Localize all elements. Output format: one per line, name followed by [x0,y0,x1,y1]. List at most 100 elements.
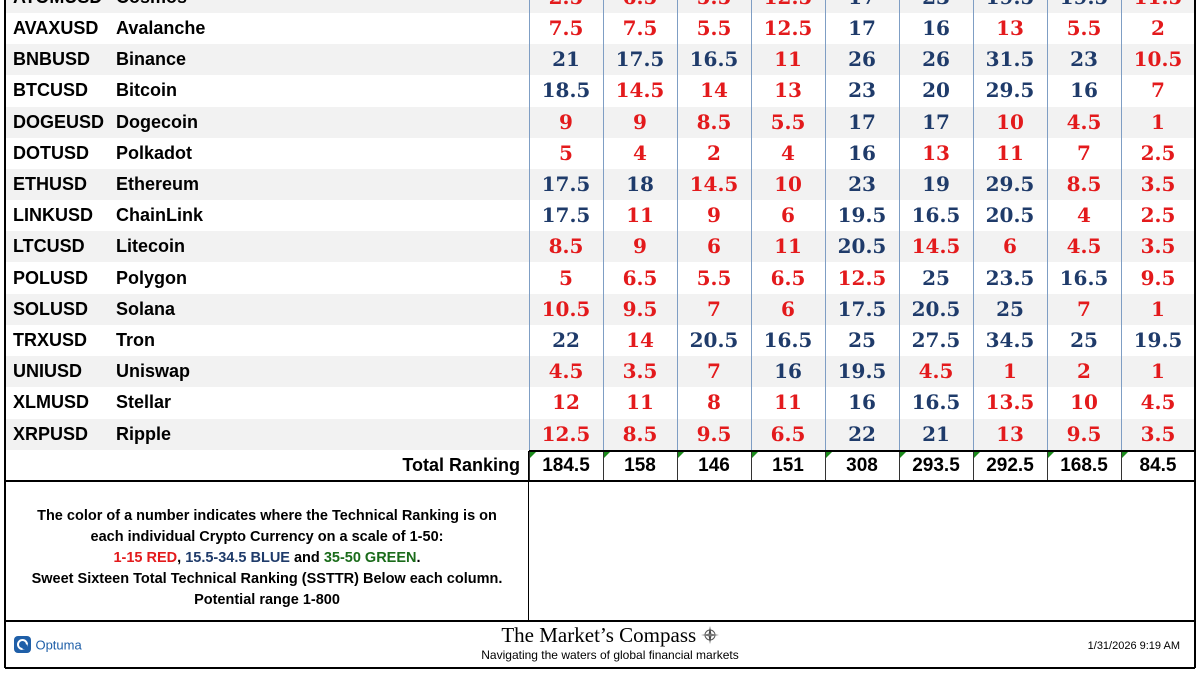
legend-sep-2: and [289,550,324,566]
ranking-value: 13.5 [985,390,1035,415]
cell-comment-marker [678,452,684,458]
table-row: XLMUSD Stellar 12 11 8 11 16 16.5 13.5 10 4.5 [5,387,1195,418]
ranking-value: 9 [707,203,721,228]
crypto-name: Stellar [116,392,172,413]
legend-end: . [416,550,421,566]
notes-line-5: Potential range 1-800 [194,592,340,608]
total-ranking-value: 158 [624,455,656,476]
ranking-value: 6.5 [622,265,658,290]
ranking-value: 4.5 [1140,390,1176,415]
ranking-value: 26 [848,47,876,72]
optuma-logo: Optuma [14,636,82,658]
ranking-value: 3.5 [622,359,658,384]
ranking-value: 5.5 [770,109,806,134]
ranking-value: 16.5 [911,390,961,415]
total-ranking-value: 293.5 [912,455,960,476]
total-row-top-border [529,450,1195,452]
total-ranking-value: 308 [846,455,878,476]
crypto-name: Solana [116,298,176,319]
ranking-value: 34.5 [985,328,1035,352]
ranking-value: 2.5 [1140,140,1176,165]
cell-comment-marker [900,452,906,458]
ranking-value: 7 [1077,296,1091,321]
ranking-value: 25 [1070,328,1098,352]
ranking-value: 19.5 [837,359,887,384]
ranking-value: 20 [922,78,950,103]
ranking-value: 6.5 [770,421,806,446]
column-divider [1121,0,1122,451]
ranking-value: 14 [626,328,654,352]
crypto-name: Polkadot [116,142,193,163]
ranking-value: 21 [922,421,950,446]
total-ranking-value: 184.5 [542,455,590,476]
ticker-symbol: BTCUSD [13,80,88,101]
total-column-divider [1047,451,1048,481]
total-column-divider [1121,451,1122,481]
total-column-divider [825,451,826,481]
total-column-divider [529,451,530,481]
crypto-name: Uniswap [116,361,191,382]
crypto-name: Polygon [116,267,187,288]
ranking-value: 16.5 [1059,265,1109,290]
ranking-value: 10 [1070,390,1098,415]
ranking-value: 12 [552,390,580,415]
ranking-value: 16 [848,390,876,415]
total-ranking-value: 292.5 [986,455,1034,476]
ticker-symbol: UNIUSD [13,361,83,382]
ranking-value: 27.5 [911,328,961,352]
table-row: BNBUSD Binance 21 17.5 16.5 11 26 26 31.5 23 10.5 [5,44,1195,76]
ranking-value: 20.5 [837,234,887,259]
ranking-value: 4 [633,140,647,165]
ranking-value: 1 [1003,359,1017,384]
total-ranking-value: 146 [698,455,730,476]
ranking-value: 4.5 [918,359,954,384]
legend-sep-1: , [177,550,186,566]
ticker-symbol: AVAXUSD [13,18,99,38]
ranking-value: 13 [996,16,1024,40]
ranking-value: 11 [774,234,802,259]
ranking-value: 7.5 [548,16,584,40]
ranking-value: 16 [774,359,802,384]
optuma-brand: Optuma [35,637,82,653]
ranking-value: 1 [1151,359,1165,384]
ranking-value: 20.5 [689,328,739,352]
ranking-value: 25 [922,265,950,290]
ranking-value: 10.5 [541,296,591,321]
legend-green: 35-50 GREEN [323,550,417,566]
ranking-value: 9 [633,234,647,259]
total-ranking-value: 168.5 [1060,455,1108,476]
compass-rose-icon [700,626,719,649]
footer-top-border [5,620,1195,622]
ticker-symbol: LTCUSD [13,236,85,257]
ranking-value: 2 [707,140,721,165]
table-row: LINKUSD ChainLink 17.5 11 9 6 19.5 16.5 20.5 4 2.5 [5,200,1195,231]
ranking-value: 2.5 [1140,203,1176,228]
ranking-value: 4.5 [548,359,584,384]
total-column-divider [677,451,678,481]
ranking-value: 22 [552,328,580,352]
notes-line-4: Sweet Sixteen Total Technical Ranking (S… [31,571,503,587]
total-column-divider [899,451,900,481]
column-divider [973,0,974,451]
table-row: XRPUSD Ripple 12.5 8.5 9.5 6.5 22 21 13 9.5 3.5 [5,418,1195,450]
cell-comment-marker [530,452,536,458]
ranking-value: 5.5 [677,0,751,13]
ranking-value: 20.5 [985,203,1035,228]
notes-line-1: The color of a number indicates where th… [37,508,497,524]
ranking-value: 12.5 [763,16,813,40]
table-row: BTCUSD Bitcoin 18.5 14.5 14 13 23 20 29.5 16 7 [5,75,1195,106]
table-row: AVAXUSD Avalanche 7.5 7.5 5.5 12.5 17 16 13 5.5 2 [5,13,1195,44]
crypto-name: Ethereum [116,174,200,194]
table-row: ATOMUSDCosmos2.56.55.512.5172319.519.511… [5,0,1195,13]
ranking-value: 12.5 [751,0,825,13]
ranking-value: 8.5 [1066,172,1102,196]
crypto-name: Avalanche [116,18,206,38]
ranking-value: 11 [774,390,802,415]
ranking-value: 10 [996,109,1024,134]
ranking-value: 17.5 [541,203,591,228]
ranking-value: 26 [922,47,950,72]
ranking-value: 10.5 [1133,47,1183,72]
ranking-value: 2 [1151,16,1165,40]
ranking-value: 11.5 [1121,0,1195,13]
cell-comment-marker [1048,452,1054,458]
